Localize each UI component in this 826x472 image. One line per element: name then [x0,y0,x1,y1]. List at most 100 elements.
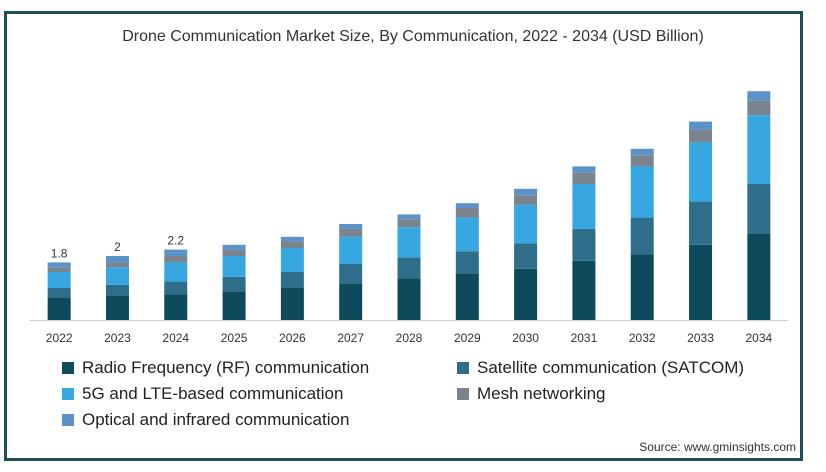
bar-segment-2024 [164,256,188,263]
bar-segment-2024 [164,249,188,256]
bar-segment-2023 [105,256,129,263]
legend-item: Optical and infrared communication [62,410,349,430]
bar-segment-2025 [222,244,246,250]
bar-segment-2030 [514,243,538,269]
legend-item: Mesh networking [457,384,606,404]
x-tick-label: 2027 [337,331,364,345]
bar-segment-2032 [630,166,654,218]
bar-segment-2023 [105,296,129,320]
legend-label: 5G and LTE-based communication [82,384,344,403]
legend-item: Satellite communication (SATCOM) [457,358,744,378]
bar-segment-2026 [280,236,304,242]
bar-segment-2030 [514,204,538,244]
chart-legend: Radio Frequency (RF) communication Satell… [62,358,762,438]
bar-segment-2028 [397,214,421,220]
bar-segment-2029 [455,251,479,274]
legend-label: Satellite communication (SATCOM) [477,358,745,377]
bar-segment-2028 [397,257,421,279]
bar-segment-2027 [339,228,363,237]
bar-segment-2029 [455,208,479,218]
bar-segment-2022 [47,288,71,298]
bar-segment-2030 [514,195,538,205]
x-tick-label: 2028 [396,331,423,345]
bar-segment-2022 [47,267,71,272]
bar-segment-2030 [514,268,538,320]
x-tick-label: 2032 [629,331,656,345]
chart-title: Drone Communication Market Size, By Comm… [122,28,704,45]
legend-swatch [62,414,74,426]
bar-segment-2025 [222,249,246,256]
bar-segment-2032 [630,148,654,156]
bar-segment-2034 [747,115,771,184]
bar-segment-2033 [689,129,713,143]
bar-segment-2033 [689,142,713,202]
x-tick-label: 2029 [454,331,481,345]
bar-segment-2034 [747,184,771,234]
bar-segment-2028 [397,219,421,228]
bar-segment-2029 [455,217,479,252]
bar-segment-2027 [339,236,363,264]
data-label: 1.8 [51,246,68,260]
bar-segment-2029 [455,203,479,208]
legend-swatch [62,362,74,374]
bar-segment-2033 [689,244,713,320]
bar-segment-2034 [747,233,771,320]
bar-segment-2026 [280,241,304,248]
bar-segment-2031 [572,228,596,261]
legend-item: Radio Frequency (RF) communication [62,358,369,378]
x-tick-label: 2023 [104,331,131,345]
bar-segment-2027 [339,264,363,284]
bar-segment-2028 [397,227,421,258]
legend-label: Mesh networking [477,384,606,403]
bar-segment-2032 [630,155,654,167]
x-tick-label: 2034 [745,331,772,345]
x-tick-label: 2031 [571,331,598,345]
legend-swatch [62,388,74,400]
bar-segment-2022 [47,272,71,288]
bar-segment-2024 [164,262,188,282]
data-label: 2.2 [167,234,184,248]
bar-segment-2034 [747,91,771,101]
bar-segment-2028 [397,278,421,320]
bar-segment-2031 [572,184,596,229]
x-tick-label: 2022 [46,331,73,345]
x-tick-label: 2024 [162,331,189,345]
legend-label: Radio Frequency (RF) communication [82,358,370,377]
bar-segment-2026 [280,248,304,272]
bar-segment-2025 [222,291,246,320]
bar-segment-2027 [339,224,363,229]
data-label: 2 [114,240,121,254]
bar-segment-2024 [164,281,188,295]
bar-segment-2029 [455,273,479,320]
bar-segment-2032 [630,217,654,255]
x-tick-label: 2025 [221,331,248,345]
legend-swatch [457,362,469,374]
bar-segment-2025 [222,256,246,277]
bar-segment-2023 [105,267,129,285]
bar-segment-2031 [572,172,596,184]
bar-segment-2023 [105,284,129,296]
x-tick-label: 2030 [512,331,539,345]
x-tick-label: 2026 [279,331,306,345]
bar-segment-2026 [280,288,304,320]
bar-segment-2027 [339,283,363,320]
bar-segment-2033 [689,201,713,245]
bar-segment-2031 [572,260,596,320]
bar-segment-2034 [747,100,771,116]
x-tick-label: 2033 [687,331,714,345]
bar-segment-2025 [222,276,246,292]
bar-segment-2022 [47,297,71,320]
legend-swatch [457,388,469,400]
bar-segment-2033 [689,121,713,130]
legend-item: 5G and LTE-based communication [62,384,343,404]
bar-segment-2024 [164,294,188,320]
bar-segment-2022 [47,262,71,268]
bar-segment-2030 [514,188,538,196]
source-note: Source: www.gminsights.com [639,440,796,454]
bar-segment-2026 [280,272,304,288]
legend-label: Optical and infrared communication [82,410,350,429]
bar-segment-2023 [105,262,129,268]
bar-segment-2031 [572,166,596,173]
bar-segment-2032 [630,254,654,320]
